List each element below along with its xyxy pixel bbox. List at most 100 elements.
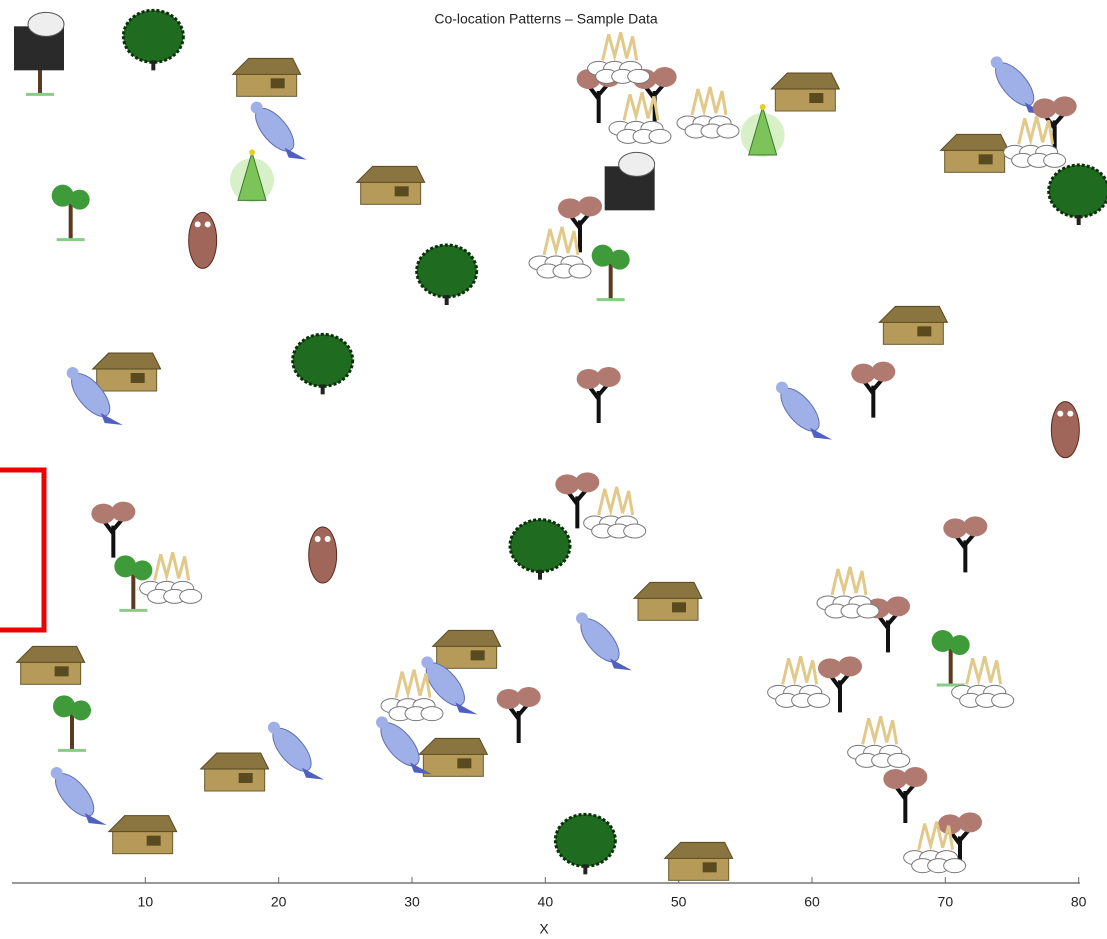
xmas-body bbox=[748, 105, 778, 156]
owl-eye bbox=[194, 221, 201, 228]
bush-crown bbox=[553, 812, 617, 868]
house-body bbox=[774, 86, 836, 112]
x-tick-label: 80 bbox=[1071, 894, 1087, 910]
x-axis-label: X bbox=[539, 921, 549, 934]
highlight-box bbox=[0, 467, 47, 633]
rock bbox=[568, 263, 592, 279]
icon-tree bbox=[51, 184, 90, 242]
rock bbox=[648, 128, 672, 144]
flames bbox=[601, 31, 639, 63]
house-body bbox=[944, 147, 1006, 173]
bird-tail bbox=[284, 147, 307, 160]
house-window bbox=[146, 835, 161, 846]
tree-crown bbox=[51, 184, 74, 207]
house-roof bbox=[231, 57, 302, 75]
bush-crown bbox=[121, 8, 185, 64]
icon-xmas-tree bbox=[740, 104, 785, 157]
star bbox=[249, 149, 255, 156]
x-tick-label: 50 bbox=[671, 894, 687, 910]
icon-bush bbox=[553, 812, 617, 875]
icon-xmas-tree bbox=[230, 149, 274, 203]
house-roof bbox=[355, 165, 426, 183]
house-body bbox=[96, 366, 158, 392]
xmas-body bbox=[237, 150, 267, 201]
owl-eye bbox=[1057, 410, 1064, 417]
tree-crown bbox=[958, 812, 982, 833]
icon-bird bbox=[576, 612, 632, 671]
rock bbox=[943, 858, 967, 874]
house-body bbox=[882, 319, 944, 345]
house-body bbox=[20, 659, 82, 685]
house-body bbox=[236, 71, 298, 97]
tree-crown bbox=[883, 769, 908, 789]
icon-dead-tree bbox=[818, 656, 862, 713]
tree-crown bbox=[575, 472, 600, 493]
tree-crown bbox=[1032, 98, 1057, 119]
tree-crown bbox=[496, 689, 521, 709]
flames bbox=[1017, 115, 1055, 147]
icon-owl bbox=[1050, 401, 1080, 459]
icon-house bbox=[939, 133, 1010, 173]
icon-house bbox=[91, 352, 162, 392]
bird-head bbox=[576, 612, 588, 625]
tree-crown bbox=[1052, 96, 1077, 117]
icon-house bbox=[632, 581, 703, 621]
tree-crown bbox=[596, 367, 621, 387]
icon-bird bbox=[990, 56, 1047, 115]
flames bbox=[597, 486, 635, 517]
x-tick-label: 60 bbox=[804, 894, 820, 910]
icon-rocks bbox=[903, 821, 967, 874]
house-window bbox=[238, 773, 253, 783]
bush-crown bbox=[508, 518, 572, 574]
icon-tree bbox=[591, 244, 630, 302]
icon-house bbox=[355, 165, 426, 205]
house-window bbox=[394, 186, 409, 197]
icon-tree bbox=[931, 630, 970, 687]
icon-house bbox=[663, 841, 734, 881]
tree-crown bbox=[949, 635, 970, 655]
flames bbox=[153, 551, 191, 583]
tree-crown bbox=[578, 196, 602, 217]
icon-owl bbox=[308, 526, 338, 584]
x-tick-label: 10 bbox=[138, 894, 154, 910]
bird-tail bbox=[410, 762, 432, 775]
icon-house bbox=[431, 629, 502, 669]
tree-crown bbox=[818, 658, 842, 679]
icon-rocks bbox=[951, 655, 1015, 708]
icon-dead-tree bbox=[576, 367, 621, 423]
icon-dead-tree bbox=[938, 812, 982, 869]
house-window bbox=[917, 326, 932, 337]
house-body bbox=[360, 179, 422, 205]
icon-bird bbox=[268, 721, 324, 780]
house-window bbox=[130, 373, 145, 383]
house-roof bbox=[15, 645, 86, 663]
icon-eagle bbox=[604, 151, 656, 211]
tree-crown bbox=[591, 244, 614, 267]
house-body bbox=[112, 829, 174, 855]
owl-eye bbox=[204, 221, 211, 228]
owl-eye bbox=[324, 536, 331, 542]
owl-eye bbox=[1067, 410, 1074, 417]
flames bbox=[917, 821, 955, 852]
tree-crown bbox=[652, 67, 677, 87]
house-roof bbox=[418, 737, 489, 755]
icon-rocks bbox=[767, 655, 831, 708]
tree-crown bbox=[943, 518, 968, 539]
icon-dead-tree bbox=[1032, 96, 1077, 153]
tree-crown bbox=[111, 501, 136, 522]
icon-house bbox=[231, 57, 302, 97]
tree-crown bbox=[69, 189, 90, 210]
icon-bush bbox=[121, 8, 185, 71]
rock bbox=[887, 752, 911, 768]
rock bbox=[627, 68, 651, 84]
icon-dead-tree bbox=[866, 596, 910, 653]
icon-dead-tree bbox=[555, 472, 600, 529]
bush-crown bbox=[291, 332, 355, 388]
icon-house bbox=[878, 305, 949, 345]
house-roof bbox=[663, 841, 734, 859]
bird-head bbox=[990, 56, 1003, 69]
icon-tree bbox=[114, 555, 153, 612]
eagle-head bbox=[618, 151, 656, 177]
icon-bird bbox=[66, 367, 123, 425]
owl-body bbox=[1050, 401, 1080, 459]
